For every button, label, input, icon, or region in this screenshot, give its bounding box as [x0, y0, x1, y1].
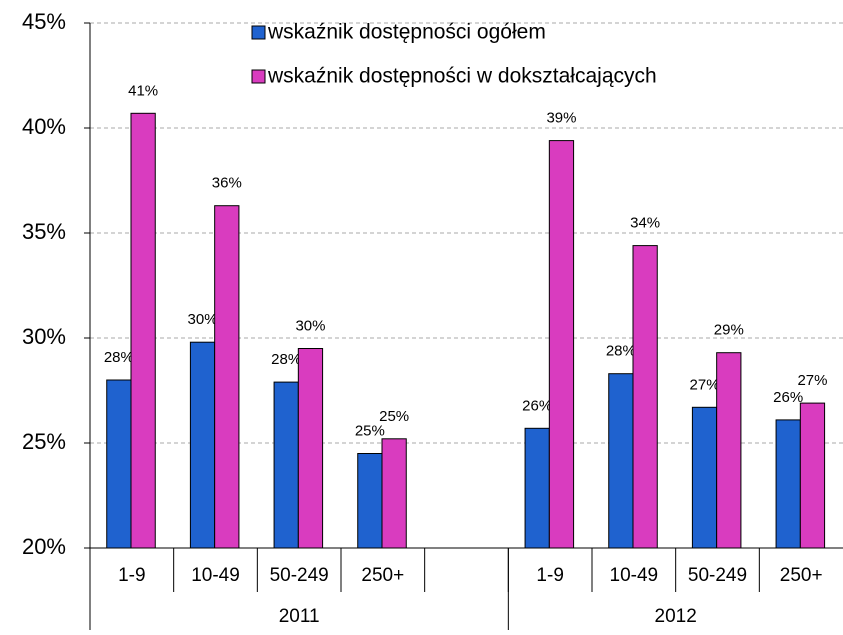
bar — [130, 112, 156, 549]
data-label: 28% — [104, 349, 134, 366]
x-tick-label: 50-249 — [270, 565, 329, 586]
bar — [608, 373, 634, 549]
x-tick-label: 1-9 — [536, 565, 563, 586]
bar — [357, 453, 383, 549]
legend-label: wskaźnik dostępności w dokształcających — [267, 65, 657, 88]
y-tick-label: 25% — [22, 429, 66, 454]
data-label: 39% — [546, 110, 576, 127]
bar — [273, 381, 299, 549]
data-label: 26% — [522, 397, 552, 414]
data-label: 25% — [379, 408, 409, 425]
data-label: 29% — [714, 322, 744, 339]
bar — [297, 348, 324, 549]
bar — [189, 341, 216, 549]
x-tick-label: 250+ — [361, 565, 404, 586]
x-tick-label: 1-9 — [118, 565, 145, 586]
bar — [106, 379, 132, 549]
x-tick-label: 10-49 — [610, 565, 659, 586]
data-label: 26% — [773, 389, 803, 406]
group-label: 2011 — [279, 606, 320, 627]
data-label: 28% — [271, 351, 301, 368]
x-tick-label: 50-249 — [688, 565, 747, 586]
bar — [632, 245, 658, 549]
x-tick-label: 250+ — [780, 565, 823, 586]
legend-swatch — [251, 25, 266, 40]
bar — [524, 427, 550, 549]
data-label: 25% — [355, 422, 385, 439]
data-label: 30% — [188, 311, 218, 328]
bar — [214, 205, 240, 549]
y-tick-label: 40% — [22, 114, 66, 139]
bar — [775, 419, 801, 549]
data-label: 28% — [606, 343, 636, 360]
data-label: 34% — [630, 215, 660, 232]
y-tick-label: 35% — [22, 219, 66, 244]
bar — [716, 352, 742, 549]
data-label: 30% — [295, 317, 325, 334]
x-tick-label: 10-49 — [191, 565, 240, 586]
y-tick-label: 20% — [22, 534, 66, 559]
data-label: 27% — [690, 376, 720, 393]
bar — [548, 140, 575, 549]
y-tick-label: 45% — [22, 9, 66, 34]
bar — [381, 438, 407, 549]
bar — [799, 402, 826, 549]
y-tick-label: 30% — [22, 324, 66, 349]
data-label: 36% — [212, 175, 242, 192]
data-label: 41% — [128, 82, 158, 99]
group-label: 2012 — [655, 606, 697, 627]
data-label: 27% — [797, 372, 827, 389]
legend-swatch — [251, 69, 266, 84]
bar — [691, 406, 718, 549]
legend-label: wskaźnik dostępności ogółem — [267, 21, 546, 44]
